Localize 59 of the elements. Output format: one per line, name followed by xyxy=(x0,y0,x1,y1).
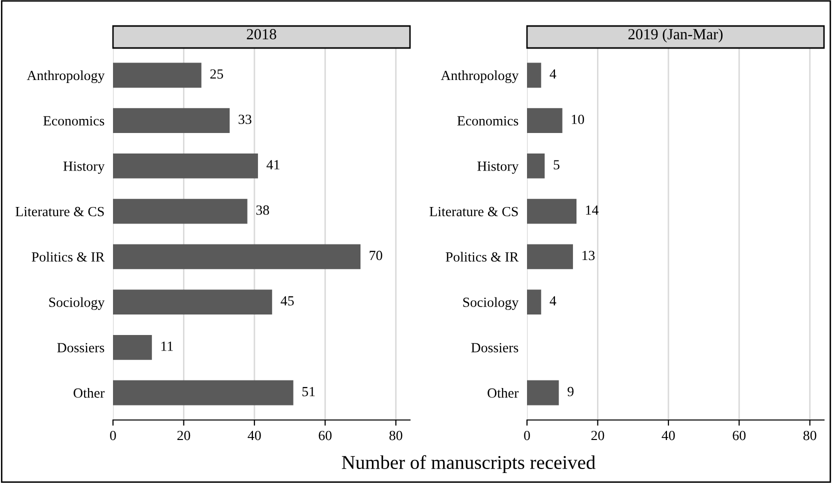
y-tick-label: Literature & CS xyxy=(430,206,518,216)
data-label: 4 xyxy=(550,296,556,306)
bar xyxy=(527,198,576,224)
bar xyxy=(527,108,562,134)
y-tick-label: Economics xyxy=(43,116,104,126)
y-tick-label: Sociology xyxy=(463,297,519,310)
data-label: 11 xyxy=(161,342,173,351)
chart-title: 2019 (Jan-Mar) xyxy=(628,28,723,42)
y-tick-label: Anthropology xyxy=(26,70,105,84)
bar xyxy=(113,380,294,406)
y-tick-label: Anthropology xyxy=(440,70,519,84)
y-tick-label: Dossiers xyxy=(57,343,104,352)
bar xyxy=(527,290,542,315)
y-tick-label: Politics & IR xyxy=(446,252,519,262)
data-label: 9 xyxy=(568,386,574,396)
data-label: 38 xyxy=(256,205,270,215)
y-tick-label: Dossiers xyxy=(471,343,518,352)
y-tick-label: Politics & IR xyxy=(32,252,105,262)
x-tick-label: 0 xyxy=(524,430,530,440)
x-tick-label: 60 xyxy=(318,430,332,440)
bar xyxy=(113,153,258,178)
x-tick-label: 0 xyxy=(110,430,116,440)
y-tick-label: Sociology xyxy=(49,297,105,310)
x-tick-label: 20 xyxy=(177,430,190,440)
bar xyxy=(527,244,573,270)
x-axis-title: Number of manuscripts received xyxy=(342,455,596,473)
bar xyxy=(113,290,272,315)
data-label: 14 xyxy=(586,205,599,215)
data-label: 4 xyxy=(550,69,556,79)
x-tick-label: 40 xyxy=(248,430,261,440)
data-label: 70 xyxy=(370,250,382,260)
x-tick-label: 40 xyxy=(662,430,675,440)
data-label: 25 xyxy=(210,69,224,79)
bar xyxy=(113,244,360,270)
data-label: 33 xyxy=(238,114,252,124)
bar xyxy=(527,380,559,406)
x-tick-label: 60 xyxy=(732,430,746,440)
x-tick-label: 80 xyxy=(803,430,816,440)
y-tick-label: History xyxy=(477,162,519,174)
y-tick-label: Other xyxy=(488,388,519,398)
y-tick-label: Other xyxy=(74,388,105,398)
x-tick-label: 20 xyxy=(591,430,604,440)
data-label: 5 xyxy=(554,160,560,170)
bar xyxy=(113,108,230,134)
data-label: 45 xyxy=(280,296,294,306)
bar xyxy=(113,334,152,360)
data-label: 10 xyxy=(572,114,584,124)
y-tick-label: Economics xyxy=(457,116,518,126)
data-label: 41 xyxy=(266,160,280,170)
bar xyxy=(527,62,542,88)
data-label: 51 xyxy=(302,386,315,396)
x-tick-label: 80 xyxy=(389,430,402,440)
bar xyxy=(113,198,248,224)
chart-title: 2018 xyxy=(246,29,276,40)
bar xyxy=(113,62,202,88)
bar xyxy=(527,153,545,178)
y-tick-label: History xyxy=(63,162,105,174)
y-tick-label: Literature & CS xyxy=(16,206,104,216)
data-label: 13 xyxy=(582,250,595,260)
